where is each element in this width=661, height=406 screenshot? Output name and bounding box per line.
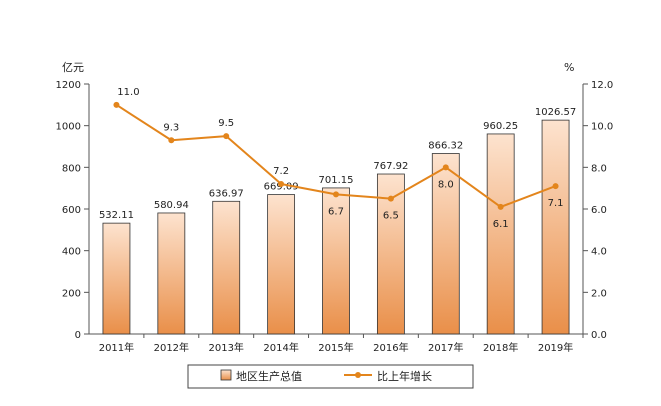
left-tick-label: 1200	[56, 80, 81, 91]
bar-value-label: 580.94	[154, 200, 189, 211]
x-axis-labels: 2011年 2012年 2013年 2014年 2015年 2016年 2017年 2018年…	[99, 334, 584, 354]
growth-value-label: 6.7	[328, 206, 344, 217]
growth-point	[168, 137, 175, 144]
x-tick-label: 2018年	[483, 341, 518, 354]
left-tick-label: 200	[62, 288, 81, 299]
bar-value-label: 767.92	[373, 161, 408, 172]
bar-value-label: 701.15	[319, 175, 354, 186]
legend-bar-label: 地区生产总值	[236, 369, 302, 383]
growth-point	[552, 183, 559, 190]
bar-value-label: 1026.57	[535, 107, 576, 118]
growth-point	[497, 203, 504, 210]
growth-value-labels: 11.0 9.3 9.5 7.2 6.7 6.5 8.0 6.1 7.1	[117, 87, 563, 230]
legend-box	[187, 364, 474, 389]
right-tick-label: 6.0	[591, 205, 607, 216]
growth-point	[113, 101, 120, 108]
right-tick-label: 8.0	[591, 163, 607, 174]
x-tick-label: 2015年	[318, 341, 353, 354]
growth-value-label: 9.5	[218, 118, 234, 129]
growth-line-series	[113, 101, 559, 210]
x-tick-label: 2016年	[373, 341, 408, 354]
x-tick-label: 2017年	[428, 341, 463, 354]
bar-series	[102, 119, 570, 335]
growth-point	[333, 191, 339, 198]
bar-value-label: 960.25	[483, 121, 518, 132]
bar-value-labels: 532.11 580.94 636.97 669.09 701.15 767.92 866.…	[99, 107, 576, 221]
growth-value-label: 11.0	[117, 87, 139, 98]
bar-value-label: 669.09	[264, 182, 299, 193]
x-tick-label: 2012年	[154, 341, 189, 354]
left-tick-label: 400	[62, 247, 81, 258]
growth-point	[442, 164, 449, 171]
x-tick-label: 2019年	[538, 341, 573, 354]
bar	[102, 222, 131, 335]
bar	[431, 153, 460, 335]
x-tick-label: 2014年	[263, 341, 298, 354]
bar-value-label: 866.32	[428, 141, 463, 152]
right-axis-unit: %	[564, 61, 574, 74]
x-tick-label: 2011年	[99, 341, 134, 354]
growth-value-label: 7.1	[548, 198, 564, 209]
right-tick-label: 10.0	[591, 122, 613, 133]
growth-point	[278, 181, 285, 187]
growth-value-label: 7.2	[273, 166, 289, 177]
growth-value-label: 6.5	[383, 211, 399, 222]
growth-value-label: 6.1	[493, 219, 509, 230]
legend: 地区生产总值 比上年增长	[187, 364, 474, 389]
bar	[486, 133, 515, 335]
growth-point	[223, 133, 230, 140]
right-axis-ticks: 0.0 2.0 4.0 6.0 8.0 10.0 12.0	[583, 80, 613, 341]
bar	[322, 187, 350, 335]
left-axis-ticks: 0 200 400 600 800 1000 1200	[56, 80, 89, 341]
bar-value-label: 532.11	[99, 210, 134, 221]
left-tick-label: 0	[75, 330, 81, 341]
right-tick-label: 12.0	[591, 80, 613, 91]
right-tick-label: 4.0	[591, 247, 607, 258]
growth-value-label: 8.0	[438, 179, 454, 190]
legend-line-label: 比上年增长	[377, 369, 432, 383]
bar	[157, 212, 186, 335]
right-tick-label: 0.0	[591, 330, 607, 341]
bar	[267, 194, 296, 335]
bar	[541, 119, 570, 335]
left-tick-label: 600	[62, 205, 81, 216]
growth-value-label: 9.3	[163, 122, 179, 133]
left-axis-unit: 亿元	[62, 61, 84, 74]
bar	[212, 200, 241, 335]
left-tick-label: 800	[62, 163, 81, 174]
legend-bar-swatch	[220, 369, 232, 381]
bar-value-label: 636.97	[209, 188, 244, 199]
growth-point	[387, 195, 394, 202]
x-tick-label: 2013年	[208, 341, 243, 354]
right-tick-label: 2.0	[591, 288, 607, 299]
left-tick-label: 1000	[56, 122, 81, 133]
legend-line-marker	[355, 372, 361, 378]
